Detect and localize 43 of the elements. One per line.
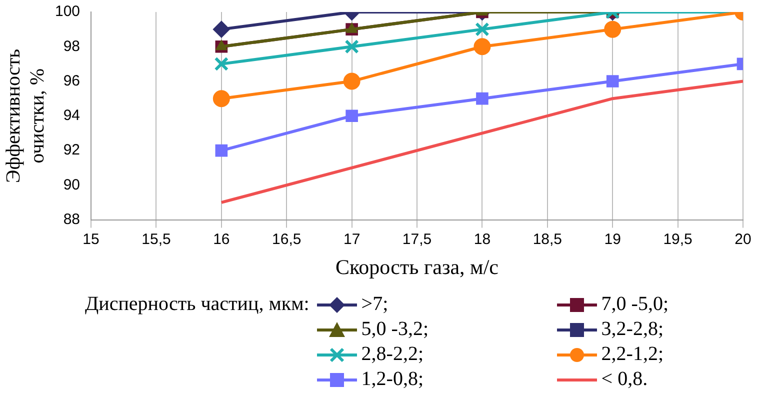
y-tick-label: 92 [63,142,80,159]
legend-label: 3,2-2,8; [601,317,664,342]
x-tick-label: 18,5 [532,230,562,248]
point [475,22,490,36]
point [215,144,228,157]
point [346,110,358,122]
x-tick-label: 18 [474,230,491,248]
point [212,20,230,38]
x-tick-label: 15,5 [142,230,171,248]
point [212,90,230,108]
point [343,72,360,90]
y-axis-title: Эффективность очистки, % [2,48,48,183]
legend-label: 7,0 -5,0; [601,292,669,317]
legend-label: 1,2-0,8; [361,367,424,392]
legend-label: >7; [361,292,388,317]
point [604,20,622,38]
x-tick-label: 15 [82,230,100,248]
x-axis-title: Скорость газа, м/с [336,254,499,279]
point [216,40,228,50]
y-tick-label: 100 [54,3,80,20]
point [344,39,359,54]
legend-label: < 0,8. [601,367,648,392]
legend-label: 2,2-1,2; [601,342,664,367]
legend-label: 2,8-2,2; [361,342,424,367]
y-tick-label: 88 [63,210,80,228]
x-tick-label: 19 [604,230,621,248]
point [474,38,491,56]
y-tick-label: 90 [63,176,80,194]
x-tick-label: 17 [343,230,360,248]
x-tick-label: 17,5 [402,230,432,248]
point [214,56,229,72]
legend-title: Дисперность частиц, мкм: [85,292,310,317]
x-tick-label: 20 [734,230,752,248]
point [606,75,619,88]
point [476,92,488,105]
y-tick-label: 94 [63,107,80,124]
legend-label: 5,0 -3,2; [361,317,429,342]
x-tick-label: 16 [213,230,230,248]
y-tick-label: 98 [63,38,80,55]
x-tick-label: 19,5 [663,230,692,248]
y-tick-label: 96 [63,72,80,90]
x-tick-label: 16,5 [272,230,302,248]
point [346,22,358,33]
